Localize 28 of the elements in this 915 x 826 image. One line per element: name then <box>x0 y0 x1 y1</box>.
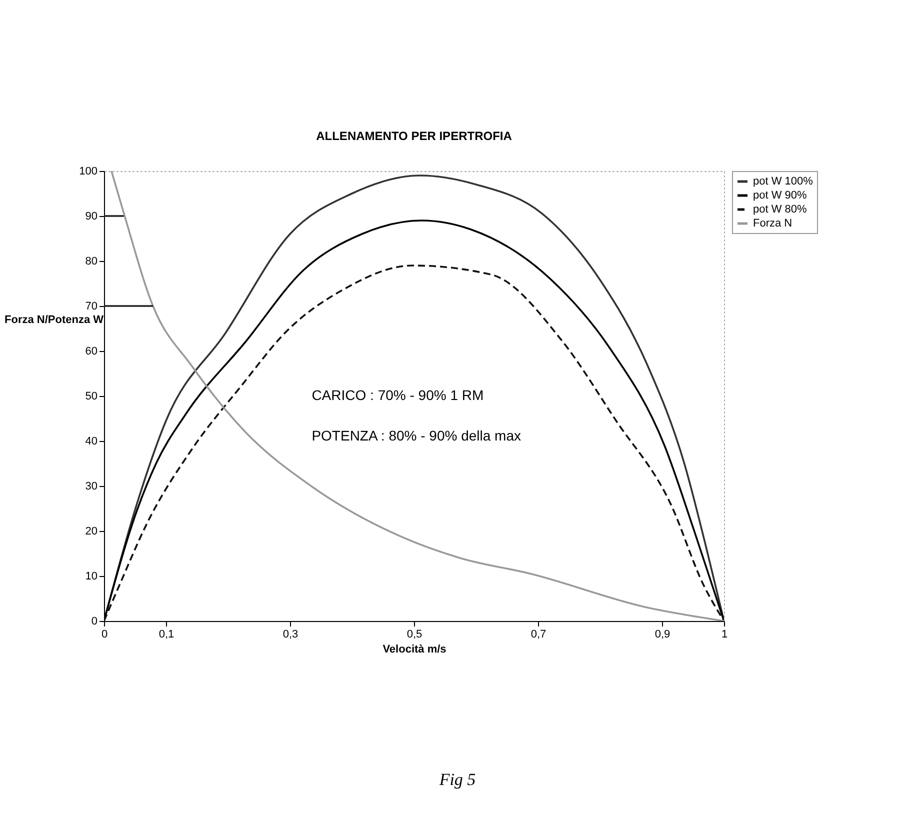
x-tick-label: 0,3 <box>282 628 298 640</box>
legend-label: pot W 100% <box>753 176 814 188</box>
y-tick-label: 10 <box>85 570 98 582</box>
legend-label: Forza N <box>753 218 792 230</box>
annotation: POTENZA : 80% - 90% della max <box>312 428 522 444</box>
x-tick-label: 0 <box>101 628 108 640</box>
y-tick-label: 80 <box>85 256 98 268</box>
y-tick-label: 90 <box>85 210 98 222</box>
x-tick-label: 0,5 <box>406 628 422 640</box>
caption: Fig 5 <box>438 770 477 790</box>
y-tick-label: 0 <box>91 616 98 628</box>
y-tick-label: 20 <box>85 526 98 538</box>
x-tick-label: 0,7 <box>530 628 546 640</box>
chart-title: ALLENAMENTO PER IPERTROFIA <box>316 129 512 143</box>
y-tick-label: 70 <box>85 300 98 312</box>
y-tick-label: 60 <box>85 346 98 358</box>
x-tick-label: 0,1 <box>158 628 174 640</box>
x-tick-label: 1 <box>721 628 728 640</box>
x-axis-title: Velocità m/s <box>382 644 446 656</box>
legend-label: pot W 90% <box>753 190 808 202</box>
y-tick-label: 50 <box>85 390 98 402</box>
y-tick-label: 100 <box>79 166 98 178</box>
y-axis-title: Forza N/Potenza W <box>4 314 104 326</box>
y-tick-label: 30 <box>85 480 98 492</box>
annotation: CARICO : 70% - 90% 1 RM <box>312 387 484 403</box>
y-tick-label: 40 <box>85 436 98 448</box>
legend-label: pot W 80% <box>753 204 808 216</box>
x-tick-label: 0,9 <box>654 628 670 640</box>
